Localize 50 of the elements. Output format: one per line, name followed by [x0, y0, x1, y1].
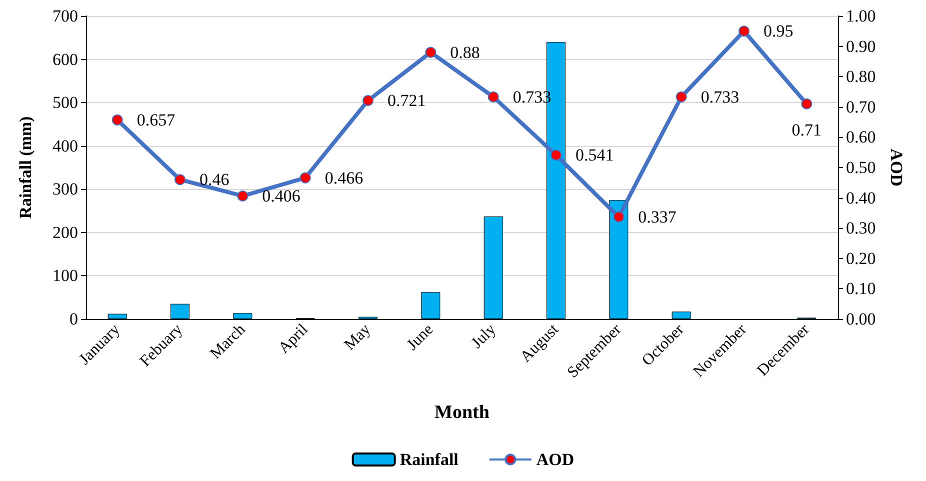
data-label: 0.46: [200, 170, 230, 190]
y-tick-label: 400: [52, 136, 78, 156]
y2-tick-label: 0.60: [846, 128, 876, 147]
y2-tick-label: 0.80: [846, 67, 876, 86]
point: [676, 91, 687, 102]
y2-tick-label: 0.40: [846, 188, 876, 208]
point: [801, 98, 812, 110]
point: [488, 91, 499, 102]
point: [550, 150, 562, 161]
y2-tick-label: 0.00: [846, 310, 876, 328]
y2-axis-title: AOD: [887, 148, 906, 186]
y-axis-title: Rainfall (mm): [16, 116, 35, 219]
y2-tick-label: 1.00: [846, 6, 876, 26]
data-label: 0.466: [324, 168, 364, 188]
x-tick-label: May: [341, 320, 374, 354]
legend-label: Rainfall: [400, 450, 459, 469]
y-tick-label: 200: [52, 222, 78, 242]
data-label: 0.337: [638, 207, 677, 226]
x-tick-label: July: [468, 320, 500, 352]
y2-tick-label: 0.20: [846, 248, 876, 268]
data-label: 0.733: [700, 87, 740, 106]
point: [174, 174, 186, 186]
point: [362, 95, 374, 106]
point: [738, 26, 750, 37]
data-label: 0.71: [792, 120, 822, 140]
y2-tick-label: 0.30: [846, 218, 876, 238]
data-label: 0.95: [764, 22, 794, 41]
point: [425, 46, 436, 58]
y-tick-label: 500: [52, 93, 78, 112]
x-axis-title: Month: [434, 402, 490, 423]
legend-label: AOD: [536, 450, 574, 469]
data-label: 0.88: [450, 42, 480, 62]
data-label: 0.541: [576, 146, 614, 165]
y-tick-label: 300: [52, 180, 78, 199]
y2-tick-label: 0.90: [846, 36, 876, 56]
data-label: 0.721: [388, 91, 426, 110]
y2-tick-label: 0.70: [846, 97, 876, 116]
point: [300, 172, 311, 184]
y2-tick-label: 0.10: [846, 279, 876, 298]
point: [613, 211, 624, 222]
y2-tick-label: 0.50: [846, 158, 876, 177]
y-tick-label: 100: [52, 266, 78, 286]
data-label: 0.406: [262, 186, 300, 206]
point: [112, 114, 123, 126]
y-tick-label: 600: [52, 50, 78, 69]
point: [237, 190, 248, 202]
x-tick-label: June: [404, 320, 437, 354]
y-tick-label: 0: [70, 310, 78, 328]
data-label: 0.657: [136, 110, 176, 130]
y-tick-label: 700: [52, 6, 78, 26]
